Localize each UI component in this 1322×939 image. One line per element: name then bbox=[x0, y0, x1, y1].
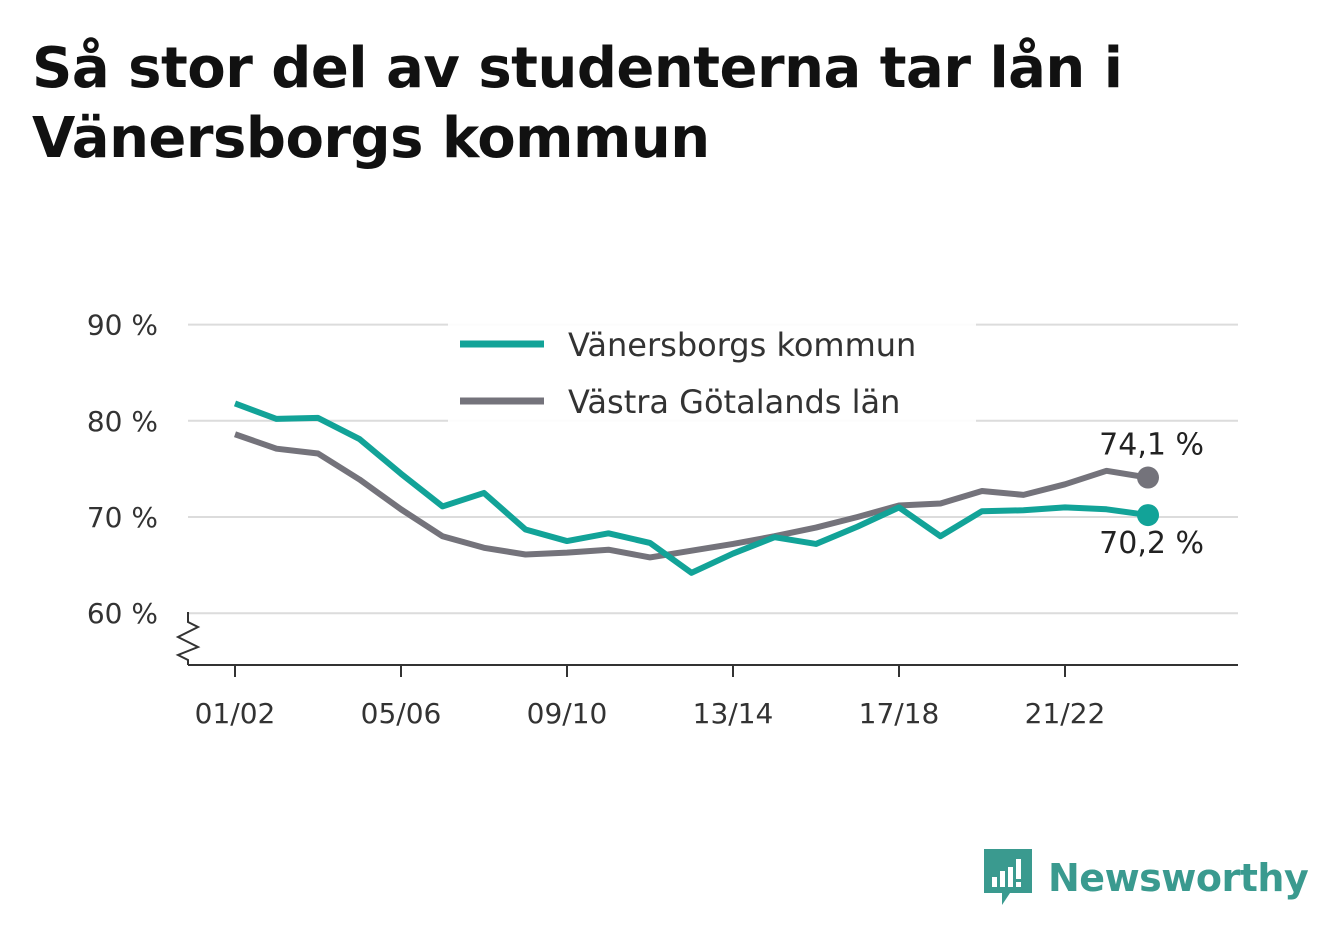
x-tick-label: 21/22 bbox=[1025, 697, 1106, 730]
series-line-1 bbox=[234, 431, 1149, 561]
series-lines bbox=[233, 400, 1159, 576]
legend-background bbox=[448, 322, 976, 426]
x-tick-label: 17/18 bbox=[859, 697, 940, 730]
x-tick-label: 05/06 bbox=[361, 697, 442, 730]
y-tick-label: 60 % bbox=[87, 597, 158, 630]
legend-label: Västra Götalands län bbox=[568, 383, 900, 421]
chart-title: Så stor del av studenterna tar lån i Vän… bbox=[32, 36, 1123, 171]
legend: Vänersborgs kommun Västra Götalands län bbox=[448, 322, 976, 426]
x-tick-label: 01/02 bbox=[195, 697, 276, 730]
axes: 60 % 70 % 80 % 90 % 01/02 05/06 09/10 13/14 17/1… bbox=[87, 309, 1238, 730]
x-tick-label: 09/10 bbox=[527, 697, 608, 730]
end-label-vanersborg: 70,2 % bbox=[1099, 526, 1204, 561]
end-labels: 74,1 % 70,2 % bbox=[1099, 428, 1204, 562]
x-tick-label: 13/14 bbox=[693, 697, 774, 730]
brand-name: Newsworthy bbox=[1048, 856, 1309, 900]
axis-break-icon bbox=[175, 612, 201, 665]
series-end-point bbox=[1137, 504, 1159, 527]
y-tick-label: 70 % bbox=[87, 501, 158, 534]
end-label-vastra-gotaland: 74,1 % bbox=[1099, 428, 1204, 463]
y-tick-label: 80 % bbox=[87, 405, 158, 438]
newsworthy-logo-icon bbox=[984, 849, 1032, 905]
series-line-0 bbox=[233, 400, 1149, 576]
y-tick-label: 90 % bbox=[87, 309, 158, 342]
legend-label: Vänersborgs kommun bbox=[568, 326, 916, 364]
brand-logo[interactable]: Newsworthy bbox=[982, 846, 1309, 910]
series-end-point bbox=[1137, 466, 1159, 489]
